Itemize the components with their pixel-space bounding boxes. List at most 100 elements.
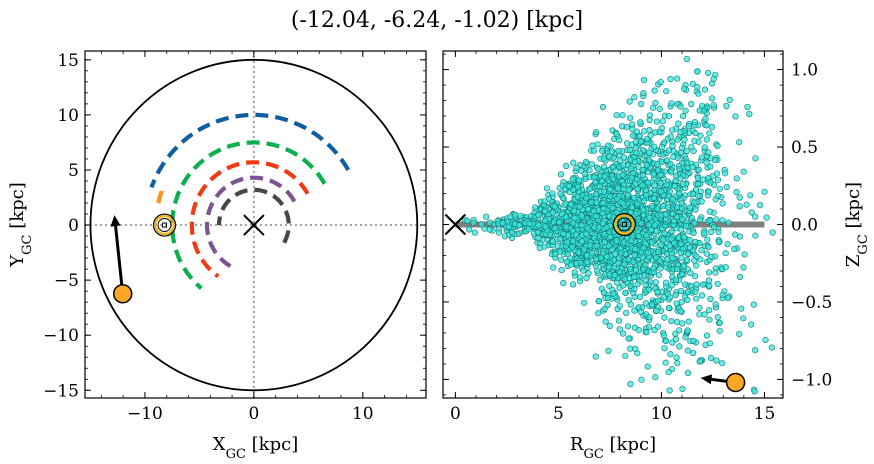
scatter-point xyxy=(656,257,663,264)
scatter-point xyxy=(648,203,656,210)
scatter-point xyxy=(678,271,686,278)
scatter-point xyxy=(551,203,558,210)
sun-ring-gold xyxy=(614,214,635,235)
scatter-point xyxy=(711,157,719,164)
scatter-point xyxy=(671,239,678,246)
scatter-point xyxy=(580,267,587,274)
scatter-point xyxy=(584,206,592,213)
scatter-point xyxy=(705,244,712,251)
x-tick-label: 15 xyxy=(754,404,776,424)
scatter-point xyxy=(592,129,600,136)
object-marker xyxy=(112,284,133,304)
scatter-point xyxy=(644,363,651,370)
scatter-point xyxy=(733,175,740,182)
arrow-head xyxy=(110,215,121,227)
scatter-point xyxy=(681,281,689,288)
scatter-point xyxy=(583,195,590,202)
scatter-point xyxy=(673,265,681,273)
scatter-point xyxy=(701,229,708,236)
scatter-point xyxy=(578,167,585,174)
scatter-point xyxy=(645,286,652,293)
scatter-point xyxy=(665,369,672,376)
scatter-point xyxy=(624,140,631,147)
scatter-point xyxy=(747,321,755,328)
y-tick-label: 10 xyxy=(57,106,79,126)
scatter-point xyxy=(714,176,722,183)
scatter-point xyxy=(680,263,687,270)
scatter-point xyxy=(686,244,694,251)
scatter-point xyxy=(684,369,692,377)
scatter-point xyxy=(665,304,673,312)
scatter-point xyxy=(557,235,564,242)
scatter-point xyxy=(723,102,730,110)
scatter-point xyxy=(674,136,681,143)
scatter-point xyxy=(584,225,591,232)
scatter-point xyxy=(632,138,639,146)
scatter-point xyxy=(752,232,759,239)
scatter-point xyxy=(619,220,627,227)
scatter-point xyxy=(643,192,650,199)
scatter-point xyxy=(589,142,596,149)
scatter-point xyxy=(659,118,666,125)
scatter-point xyxy=(611,272,618,279)
scatter-point xyxy=(593,256,600,263)
scatter-point xyxy=(625,256,632,263)
scatter-point xyxy=(674,75,681,82)
scatter-point xyxy=(665,147,672,154)
y-tick-label: −5 xyxy=(54,271,79,291)
left-axes-frame xyxy=(84,50,427,399)
scatter-point xyxy=(654,205,661,212)
left-panel-xy: −10 0 10 −15 −10 −5 0 5 10 15 XGC [kpc] YGC [kpc] xyxy=(7,50,427,462)
scatter-point xyxy=(629,132,637,139)
scatter-point xyxy=(682,334,689,341)
scatter-point xyxy=(676,166,683,173)
scatter-point xyxy=(693,295,700,302)
scatter-point xyxy=(639,166,646,173)
arm-arc-5 xyxy=(216,187,291,244)
scatter-point xyxy=(669,210,676,217)
scatter-point xyxy=(609,204,616,212)
scatter-point xyxy=(691,199,698,206)
scatter-point xyxy=(557,256,565,263)
scatter-point xyxy=(583,274,590,282)
scatter-point xyxy=(576,274,584,281)
scatter-point xyxy=(596,183,603,190)
scatter-point xyxy=(564,251,571,258)
scatter-point xyxy=(719,291,726,299)
scatter-point xyxy=(741,251,748,258)
scatter-point xyxy=(731,245,738,253)
scatter-point xyxy=(646,127,653,134)
scatter-point xyxy=(641,272,648,279)
scatter-point xyxy=(747,192,754,199)
scatter-point xyxy=(688,143,695,150)
scatter-point xyxy=(623,309,630,317)
sun-center-dot xyxy=(162,222,168,228)
sun-ring-gold xyxy=(154,215,175,236)
scatter-point xyxy=(595,166,602,173)
scatter-point xyxy=(596,224,603,231)
scatter-point xyxy=(725,219,732,226)
scatter-point xyxy=(606,186,613,193)
scatter-point xyxy=(719,200,726,207)
scatter-point xyxy=(661,314,668,321)
scatter-point xyxy=(661,345,668,352)
scatter-point xyxy=(692,238,699,246)
scatter-point xyxy=(761,188,768,195)
scatter-point xyxy=(558,267,565,274)
scatter-point xyxy=(645,179,652,186)
scatter-point xyxy=(648,239,656,246)
scatter-point xyxy=(629,126,636,133)
scatter-point xyxy=(716,185,723,192)
scatter-point xyxy=(695,192,702,200)
scatter-point xyxy=(703,136,710,143)
scatter-point xyxy=(632,266,640,273)
scatter-point xyxy=(517,212,524,219)
scatter-point xyxy=(631,194,638,202)
scatter-point xyxy=(705,277,713,284)
scatter-point xyxy=(625,297,632,304)
scatter-point xyxy=(736,194,743,201)
x-tick-label: 5 xyxy=(553,404,564,424)
scatter-point xyxy=(631,273,638,280)
scatter-point xyxy=(631,252,638,259)
scatter-point xyxy=(549,209,557,216)
